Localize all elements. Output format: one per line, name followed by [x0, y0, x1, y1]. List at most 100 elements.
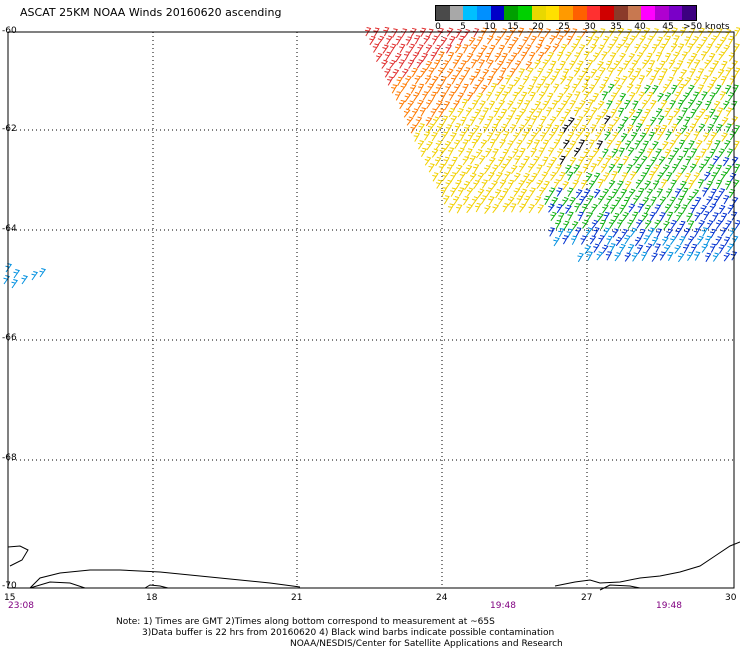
wind-barb: [471, 138, 479, 149]
wind-barb: [581, 203, 589, 214]
wind-barb: [684, 172, 692, 183]
wind-barb: [518, 180, 526, 190]
wind-barb: [657, 131, 664, 141]
wind-barb: [500, 67, 507, 77]
wind-barb: [453, 100, 460, 110]
wind-barb: [528, 163, 535, 173]
wind-barb: [447, 147, 455, 157]
wind-barb: [480, 195, 488, 205]
wind-barb: [657, 75, 665, 86]
lat-label-70: -70: [2, 581, 17, 591]
wind-barb: [649, 75, 656, 85]
wind-barb: [475, 202, 482, 213]
wind-barb: [704, 252, 712, 262]
wind-barb: [444, 140, 452, 151]
wind-barb: [687, 43, 694, 53]
wind-barb: [584, 131, 591, 142]
wind-barb: [650, 156, 658, 166]
wind-barb: [612, 131, 619, 141]
wind-barb: [725, 180, 732, 191]
wind-barb: [561, 100, 568, 110]
wind-barb: [476, 92, 484, 102]
wind-barb: [725, 67, 733, 77]
wind-barb: [701, 91, 708, 101]
wind-barb: [663, 164, 670, 174]
wind-barb: [498, 156, 505, 167]
wind-barb: [459, 75, 466, 85]
wind-barb: [607, 43, 615, 53]
wind-barb: [618, 107, 625, 117]
legend-swatch: [655, 6, 669, 20]
wind-barb: [458, 35, 465, 45]
wind-barb: [576, 171, 583, 181]
wind-barb: [563, 27, 571, 37]
wind-barb: [660, 99, 668, 110]
wind-barb: [450, 75, 458, 85]
wind-barb: [635, 163, 642, 174]
wind-barb: [587, 99, 595, 109]
wind-barb: [569, 196, 577, 207]
wind-barb: [710, 243, 717, 253]
wind-barb: [373, 27, 380, 37]
wind-barb: [701, 227, 708, 237]
wind-barb: [616, 163, 624, 173]
wind-barb: [690, 52, 698, 63]
wind-barb: [456, 67, 463, 77]
wind-barb: [584, 75, 591, 86]
wind-barb: [726, 148, 734, 158]
wind-barb: [680, 180, 687, 191]
wind-barb: [625, 180, 632, 191]
wind-barb: [719, 36, 727, 46]
wind-barb: [709, 52, 716, 63]
wind-barb: [583, 148, 591, 159]
wind-barb: [556, 51, 564, 61]
wind-barb: [692, 189, 700, 199]
wind-barb: [3, 275, 11, 285]
wind-barb: [615, 197, 622, 207]
wind-barb: [466, 203, 474, 214]
wind-barb: [501, 52, 508, 63]
wind-barb: [540, 132, 547, 142]
wind-barb: [526, 179, 533, 189]
wind-barb: [638, 187, 645, 198]
wind-barb: [500, 163, 508, 173]
wind-barb: [635, 123, 643, 133]
wind-barb: [490, 83, 498, 93]
wind-barb: [516, 44, 524, 55]
wind-barb: [529, 108, 536, 118]
wind-barb: [671, 27, 679, 37]
wind-barb: [569, 157, 577, 167]
wind-barb: [636, 219, 643, 229]
wind-barb: [649, 60, 656, 70]
wind-barb: [494, 52, 502, 62]
map-frame: [7, 31, 735, 589]
pass-time-1: 23:08: [8, 601, 34, 611]
wind-barb: [680, 165, 688, 175]
wind-barb: [452, 59, 460, 69]
wind-barb: [446, 164, 454, 174]
wind-barb: [675, 227, 682, 237]
wind-barb: [458, 187, 465, 197]
wind-barb: [469, 172, 477, 182]
wind-barb: [569, 60, 576, 70]
wind-barb: [564, 108, 572, 119]
wind-barb: [612, 36, 619, 46]
wind-barb: [706, 196, 714, 206]
wind-barb: [413, 91, 420, 102]
wind-barb: [650, 196, 657, 206]
wind-barb: [530, 147, 537, 158]
wind-barb: [602, 204, 609, 214]
wind-barb: [603, 172, 610, 182]
wind-barb: [641, 212, 649, 222]
wind-barb: [661, 68, 668, 78]
wind-barb: [434, 44, 442, 54]
wind-barb: [450, 115, 458, 125]
wind-barb: [694, 59, 701, 69]
wind-barb: [709, 148, 716, 159]
wind-barb: [696, 139, 703, 150]
wind-barb: [729, 131, 737, 141]
wind-barb: [664, 107, 671, 118]
wind-barb: [531, 172, 538, 183]
wind-barb: [664, 148, 672, 159]
wind-barb: [552, 43, 560, 53]
